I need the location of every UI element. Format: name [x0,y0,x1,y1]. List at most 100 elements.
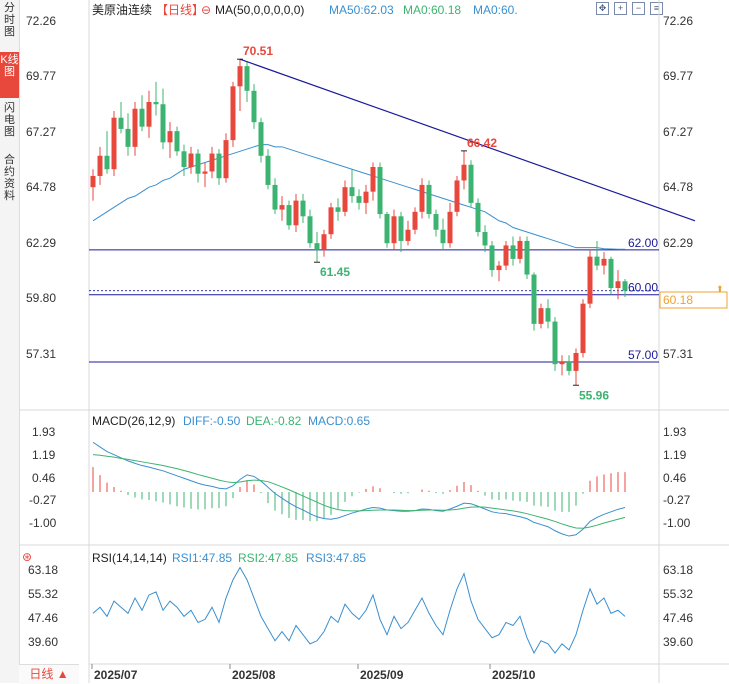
sidebar: 分时图 K线图 闪电图 合约资料 [0,0,20,683]
period-selector[interactable]: 日线 ▲ [19,664,79,684]
candle-body [265,155,271,185]
zoom-out-icon[interactable]: − [632,2,645,15]
x-tick-label: 2025/09 [360,668,404,682]
rsi-name: RSI(14,14,14) [92,551,167,565]
rsi-layer [92,566,626,655]
candle-body [139,108,145,127]
macd-tick-right: 1.93 [663,425,687,439]
candle-body [90,175,96,188]
candle-body [524,240,530,275]
candle-body [307,216,313,244]
candle-body [447,211,453,244]
candle-body [118,117,124,129]
macd-value: MACD:0.65 [308,414,370,428]
candle-body [342,187,348,212]
candle-body [552,321,558,365]
candle-body [440,229,446,244]
rsi-tick-left: 47.46 [28,611,58,625]
candle-body [321,234,327,250]
ma0-value-b: MA0:60. [473,3,518,17]
candle-body [601,258,607,266]
candle-body [482,231,488,246]
candles-layer [90,59,628,386]
candle-body [202,171,208,174]
macd-layer [92,441,626,537]
price-tick-left: 59.80 [26,291,56,305]
candle-body [97,155,103,176]
candle-body [398,216,404,241]
current-price-label: 60.18 [663,293,693,307]
candle-body [454,180,460,212]
tab-timeshare[interactable]: 分时图 [4,2,15,38]
level-label: 62.00 [628,236,658,250]
rsi-tick-left: 39.60 [28,635,58,649]
candle-body [328,207,334,235]
zoom-in-icon[interactable]: + [614,2,627,15]
settings-icon[interactable]: ≡ [650,2,663,15]
current-price-marker: 60.18 ⬆ [659,284,728,309]
x-tick-label: 2025/08 [232,668,276,682]
candle-body [160,104,166,143]
candle-body [174,131,180,152]
candle-body [104,155,110,170]
candle-body [461,164,467,181]
rsi1-value: RSI1:47.85 [172,551,232,565]
candle-body [188,153,194,167]
price-annotation: 55.96 [579,388,609,402]
candle-body [566,361,572,371]
macd-axis: 1.93 1.93 1.19 1.19 0.46 0.46 -0.27 -0.2… [29,425,691,530]
candle-body [209,153,215,172]
tab-flash-chart[interactable]: 闪电图 [4,102,15,138]
price-axis: 72.26 72.26 69.77 69.77 67.27 67.27 64.7… [26,14,693,361]
dea-line [92,454,626,529]
current-price-box [659,291,728,309]
macd-tick-left: 0.46 [32,471,56,485]
price-annotation: 66.42 [467,136,497,150]
candle-body [496,265,502,271]
rsi2-value: RSI2:47.85 [238,551,298,565]
price-annotation: 70.51 [243,44,273,58]
candle-body [251,90,257,123]
ma0-value-a: MA0:60.18 [403,3,461,17]
candle-body [230,86,236,141]
candle-body [468,164,474,203]
candle-body [111,117,117,170]
macd-tick-left: 1.19 [32,448,56,462]
price-tick-right: 62.29 [663,236,693,250]
expand-arrows-icon: ⬆ [716,284,724,294]
candle-body [475,202,481,232]
candle-body [615,281,621,288]
candle-body [580,303,586,353]
annotations-layer: 70.51 66.42 61.45 55.96 [237,44,609,402]
candle-body [377,166,383,215]
candle-body [349,187,355,197]
candle-body [195,153,201,174]
price-tick-right: 64.78 [663,180,693,194]
candle-body [153,102,159,105]
rsi-settings-icon[interactable]: ⊛ [22,550,32,564]
fullscreen-icon[interactable]: ✥ [596,2,609,15]
candle-body [433,214,439,230]
rsi-line [92,566,626,655]
candle-body [608,258,614,288]
settings-circle-icon[interactable]: ⊖ [201,3,211,17]
price-tick-left: 67.27 [26,125,56,139]
x-tick-label: 2025/10 [492,668,536,682]
price-tick-left: 57.31 [26,347,56,361]
tab-contract-info[interactable]: 合约资料 [4,154,15,202]
level-label: 60.00 [628,281,658,295]
candle-body [244,66,250,91]
price-tick-left: 64.78 [26,180,56,194]
macd-tick-right: -0.27 [663,493,691,507]
ma50-layer [92,144,625,250]
price-tick-left: 69.77 [26,69,56,83]
macd-tick-right: 1.19 [663,448,687,462]
candle-body [293,200,299,226]
candle-body [510,245,516,259]
price-tick-right: 72.26 [663,14,693,28]
price-tick-left: 72.26 [26,14,56,28]
rsi-tick-right: 63.18 [663,563,693,577]
candle-body [426,184,432,215]
tab-kline[interactable]: K线图 [0,52,19,98]
ma-label: MA(50,0,0,0,0,0) [215,3,304,17]
